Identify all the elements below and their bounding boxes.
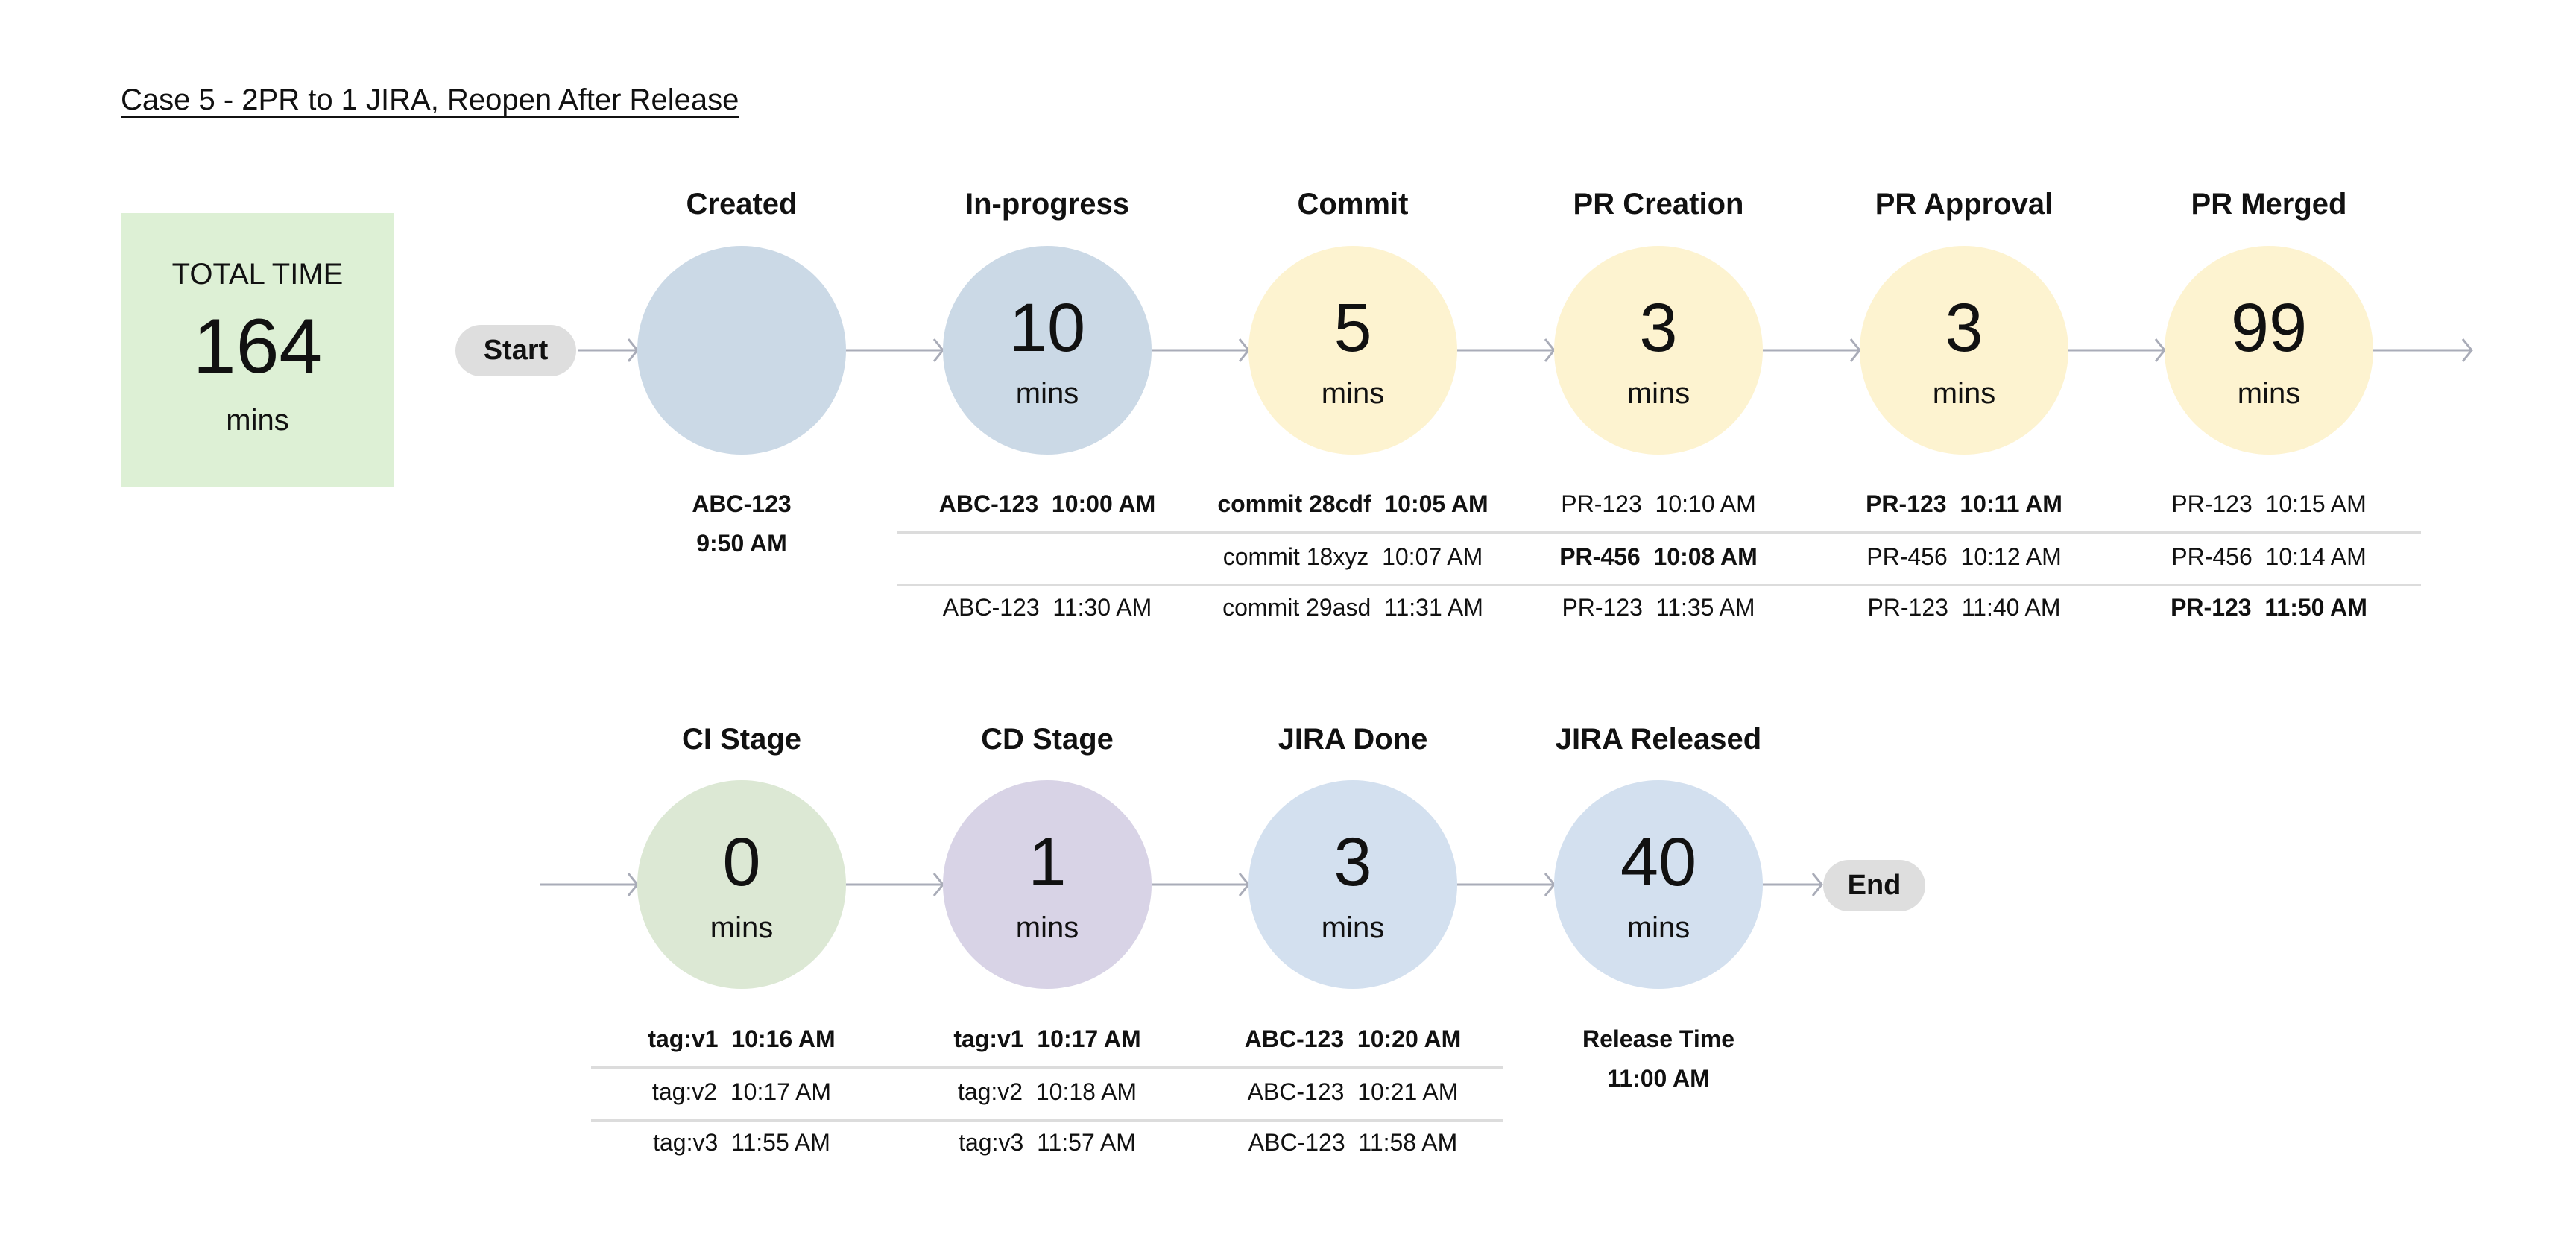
stage-label-in-progress: In-progress <box>965 188 1130 221</box>
flow-arrow <box>2068 338 2166 362</box>
stage-note: ABC-123 <box>692 490 792 517</box>
event-cell: PR-123 10:10 AM <box>1561 490 1756 517</box>
stage-circle-commit: 5 mins <box>1248 246 1457 455</box>
stage-circle-pr-approval: 3 mins <box>1860 246 2068 455</box>
flow-arrow-continue <box>2373 338 2473 362</box>
table-separator <box>897 531 2421 534</box>
stage-duration-value: 40 <box>1620 824 1697 900</box>
table-separator <box>591 1119 1503 1122</box>
event-cell: ABC-123 10:00 AM <box>938 490 1156 517</box>
stage-label-pr-creation: PR Creation <box>1573 188 1744 221</box>
flow-arrow <box>1763 338 1861 362</box>
event-cell: tag:v3 11:55 AM <box>653 1129 830 1156</box>
stage-label-pr-approval: PR Approval <box>1875 188 2053 221</box>
start-node: Start <box>455 325 576 376</box>
stage-duration-unit: mins <box>1932 377 1996 410</box>
stage-circle-created <box>637 246 846 455</box>
stage-duration-value: 0 <box>722 824 761 900</box>
stage-circle-jira-released: 40 mins <box>1554 780 1763 989</box>
stage-circle-in-progress: 10 mins <box>943 246 1152 455</box>
stage-note: 11:00 AM <box>1607 1065 1710 1092</box>
stage-duration-value: 3 <box>1639 290 1678 366</box>
event-cell: commit 29asd 11:31 AM <box>1222 594 1483 621</box>
stage-label-created: Created <box>686 188 798 221</box>
stage-duration-value: 10 <box>1008 290 1086 366</box>
stage-duration-value: 1 <box>1028 824 1067 900</box>
event-cell: commit 18xyz 10:07 AM <box>1222 543 1483 570</box>
table-separator <box>591 1066 1503 1069</box>
stage-label-ci-stage: CI Stage <box>681 723 802 756</box>
event-cell: PR-456 10:08 AM <box>1559 543 1758 570</box>
stage-duration-unit: mins <box>1321 911 1385 944</box>
flow-arrow <box>1152 338 1250 362</box>
event-cell: ABC-123 11:30 AM <box>942 594 1152 621</box>
arrow-start-to-created <box>578 338 639 362</box>
event-cell: commit 28cdf 10:05 AM <box>1217 490 1489 517</box>
stage-duration-unit: mins <box>1015 911 1079 944</box>
stage-duration-unit: mins <box>710 911 774 944</box>
total-time-value: 164 <box>192 303 323 390</box>
flow-arrow <box>1152 873 1250 896</box>
flow-arrow-continue-in <box>540 873 639 896</box>
stage-duration-unit: mins <box>1626 377 1690 410</box>
total-time-label: TOTAL TIME <box>171 258 344 291</box>
arrow-to-end <box>1763 873 1823 896</box>
event-cell: tag:v3 11:57 AM <box>959 1129 1136 1156</box>
page-title: Case 5 - 2PR to 1 JIRA, Reopen After Rel… <box>121 83 739 116</box>
event-cell: PR-456 10:12 AM <box>1866 543 2062 570</box>
stage-duration-value: 99 <box>2230 290 2308 366</box>
event-cell: ABC-123 10:21 AM <box>1247 1078 1459 1105</box>
event-cell: PR-123 11:40 AM <box>1867 594 2061 621</box>
flow-arrow <box>1457 338 1556 362</box>
total-time-unit: mins <box>226 404 289 437</box>
event-cell: PR-123 11:50 AM <box>2171 594 2367 621</box>
stage-label-jira-released: JIRA Released <box>1555 723 1762 756</box>
event-cell: tag:v1 10:17 AM <box>953 1025 1141 1052</box>
stage-duration-unit: mins <box>1321 377 1385 410</box>
event-cell: PR-123 11:35 AM <box>1562 594 1755 621</box>
event-cell: PR-123 10:15 AM <box>2171 490 2367 517</box>
stage-circle-pr-creation: 3 mins <box>1554 246 1763 455</box>
table-separator <box>897 584 2421 586</box>
stage-duration-value: 3 <box>1945 290 1983 366</box>
event-cell: PR-123 10:11 AM <box>1866 490 2062 517</box>
stage-label-jira-done: JIRA Done <box>1278 723 1428 756</box>
event-cell: tag:v2 10:17 AM <box>651 1078 832 1105</box>
stage-note: Release Time <box>1582 1025 1734 1052</box>
event-cell: tag:v1 10:16 AM <box>648 1025 836 1052</box>
event-cell: ABC-123 11:58 AM <box>1248 1129 1458 1156</box>
flow-arrow <box>1457 873 1556 896</box>
stage-label-commit: Commit <box>1297 188 1409 221</box>
stage-label-pr-merged: PR Merged <box>2191 188 2347 221</box>
stage-circle-jira-done: 3 mins <box>1248 780 1457 989</box>
total-time-card: TOTAL TIME 164 mins <box>121 213 394 487</box>
flow-arrow <box>846 338 944 362</box>
stage-label-cd-stage: CD Stage <box>981 723 1114 756</box>
event-cell: ABC-123 10:20 AM <box>1244 1025 1462 1052</box>
event-cell: tag:v2 10:18 AM <box>957 1078 1137 1105</box>
stage-circle-pr-merged: 99 mins <box>2165 246 2373 455</box>
stage-circle-cd-stage: 1 mins <box>943 780 1152 989</box>
stage-duration-unit: mins <box>2237 377 2301 410</box>
stage-duration-unit: mins <box>1015 377 1079 410</box>
stage-duration-value: 5 <box>1333 290 1372 366</box>
stage-duration-value: 3 <box>1333 824 1372 900</box>
event-cell: PR-456 10:14 AM <box>2171 543 2367 570</box>
stage-circle-ci-stage: 0 mins <box>637 780 846 989</box>
end-node: End <box>1823 860 1925 911</box>
stage-duration-unit: mins <box>1626 911 1690 944</box>
flow-arrow <box>846 873 944 896</box>
stage-note: 9:50 AM <box>696 530 787 557</box>
